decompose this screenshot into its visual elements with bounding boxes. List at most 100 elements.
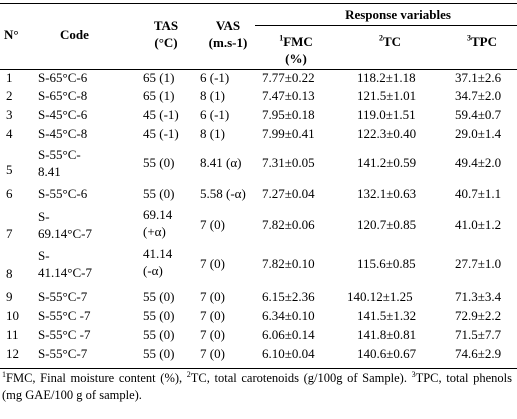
header-divider: [0, 69, 517, 70]
row-10-number: 10: [6, 308, 19, 323]
header-tas: TAS (°C): [138, 17, 194, 51]
row-3-vas: 6 (-1): [200, 107, 230, 122]
row-5-number: 5: [6, 162, 13, 177]
row-4-code: S-45°C-8: [38, 126, 88, 141]
row-7-vas: 7 (0): [200, 217, 225, 232]
row-5-code-cont: 8.41: [38, 164, 61, 179]
row-4-number: 4: [6, 126, 13, 141]
row-11-tas: 55 (0): [143, 327, 175, 342]
header-vas: VAS (m.s-1): [198, 17, 258, 51]
row-5-tpc: 49.4±2.0: [455, 155, 502, 170]
header-vas-unit: (m.s-1): [208, 35, 248, 50]
table-top-border: [0, 3, 517, 4]
row-5-tc: 141.2±0.59: [357, 155, 417, 170]
row-3-number: 3: [6, 107, 13, 122]
row-9-code: S-55°C-7: [38, 289, 88, 304]
row-8-code-cont: 41.14°C-7: [38, 265, 92, 280]
row-11-number: 11: [6, 327, 19, 342]
row-8-number: 8: [6, 266, 13, 281]
row-11-tpc: 71.5±7.7: [455, 327, 502, 342]
row-11-tc: 141.8±0.81: [357, 327, 417, 342]
row-9-vas: 7 (0): [200, 289, 225, 304]
row-1-tc: 118.2±1.18: [357, 70, 416, 85]
header-code: Code: [60, 27, 89, 42]
row-5-fmc: 7.31±0.05: [262, 155, 315, 170]
row-10-tas: 55 (0): [143, 308, 175, 323]
row-12-number: 12: [6, 346, 19, 361]
footnote-tpc: TPC, total phenols (mg GAE/100 g of samp…: [2, 371, 513, 402]
row-8-vas: 7 (0): [200, 256, 225, 271]
row-9-tc: 140.12±1.25: [347, 289, 413, 304]
row-1-vas: 6 (-1): [200, 70, 230, 85]
row-12-tc: 140.6±0.67: [357, 346, 417, 361]
header-fmc-name: FMC: [283, 34, 313, 49]
row-8-tc: 115.6±0.85: [357, 256, 416, 271]
row-12-fmc: 6.10±0.04: [262, 346, 315, 361]
row-4-vas: 8 (1): [200, 126, 225, 141]
row-1-tpc: 37.1±2.6: [455, 70, 502, 85]
row-4-tas: 45 (-1): [143, 126, 179, 141]
row-3-tas: 45 (-1): [143, 107, 179, 122]
row-2-number: 2: [6, 88, 13, 103]
row-4-tc: 122.3±0.40: [357, 126, 417, 141]
header-tas-name: TAS: [153, 18, 179, 33]
row-2-tpc: 34.7±2.0: [455, 88, 502, 103]
row-1-tas: 65 (1): [143, 70, 175, 85]
header-tc: 2TC: [370, 33, 410, 50]
row-8-code: S-: [38, 248, 50, 263]
row-12-code: S-55°C-7: [38, 346, 88, 361]
row-3-tc: 119.0±1.51: [357, 107, 416, 122]
row-7-tc: 120.7±0.85: [357, 217, 417, 232]
row-9-number: 9: [6, 289, 13, 304]
row-12-vas: 7 (0): [200, 346, 225, 361]
row-8-tpc: 27.7±1.0: [455, 256, 502, 271]
row-3-tpc: 59.4±0.7: [455, 107, 502, 122]
row-10-code: S-55°C -7: [38, 308, 91, 323]
row-2-tas: 65 (1): [143, 88, 175, 103]
row-1-code: S-65°C-6: [38, 70, 88, 85]
header-tpc-name: TPC: [471, 34, 497, 49]
table-bottom-border: [0, 368, 517, 369]
row-6-tpc: 40.7±1.1: [455, 186, 502, 201]
row-2-tc: 121.5±1.01: [357, 88, 417, 103]
row-7-fmc: 7.82±0.06: [262, 217, 315, 232]
footnote-marker-3: 3: [411, 369, 416, 379]
row-10-tc: 141.5±1.32: [357, 308, 417, 323]
row-7-tas: 69.14: [143, 207, 173, 222]
footnote-marker-1: 1: [2, 369, 6, 379]
row-7-number: 7: [6, 226, 13, 241]
row-6-number: 6: [6, 186, 13, 201]
row-6-vas: 5.58 (-α): [200, 186, 246, 201]
row-3-fmc: 7.95±0.18: [262, 107, 315, 122]
footnote-fmc: FMC, Final moisture content (%),: [6, 371, 187, 385]
row-9-tpc: 71.3±3.4: [455, 289, 502, 304]
row-8-fmc: 7.82±0.10: [262, 256, 315, 271]
row-7-tas-level: (+α): [143, 224, 166, 239]
row-6-tas: 55 (0): [143, 186, 175, 201]
header-fmc-unit: (%): [285, 51, 307, 66]
row-7-code: S-: [38, 209, 50, 224]
row-3-code: S-45°C-6: [38, 107, 88, 122]
header-tas-unit: (°C): [154, 35, 178, 50]
header-fmc: 1FMC (%): [266, 33, 326, 67]
table-footnote: 1FMC, Final moisture content (%), 2TC, t…: [2, 370, 512, 404]
row-4-tpc: 29.0±1.4: [455, 126, 502, 141]
row-6-code: S-55°C-6: [38, 186, 88, 201]
row-5-code: S-55°C-: [38, 147, 81, 162]
header-subdivider: [255, 25, 517, 26]
footnote-marker-2: 2: [186, 369, 191, 379]
header-number: N°: [4, 27, 19, 42]
row-5-vas: 8.41 (α): [200, 155, 242, 170]
header-tpc: 3TPC: [460, 33, 504, 50]
row-1-number: 1: [6, 70, 13, 85]
row-12-tas: 55 (0): [143, 346, 175, 361]
row-10-vas: 7 (0): [200, 308, 225, 323]
header-response-variables: Response variables: [345, 7, 451, 22]
row-5-tas: 55 (0): [143, 155, 175, 170]
row-2-code: S-65°C-8: [38, 88, 88, 103]
row-4-fmc: 7.99±0.41: [262, 126, 315, 141]
row-10-tpc: 72.9±2.2: [455, 308, 502, 323]
header-vas-name: VAS: [215, 18, 241, 33]
row-11-code: S-55°C -7: [38, 327, 91, 342]
row-8-tas-level: (-α): [143, 263, 163, 278]
